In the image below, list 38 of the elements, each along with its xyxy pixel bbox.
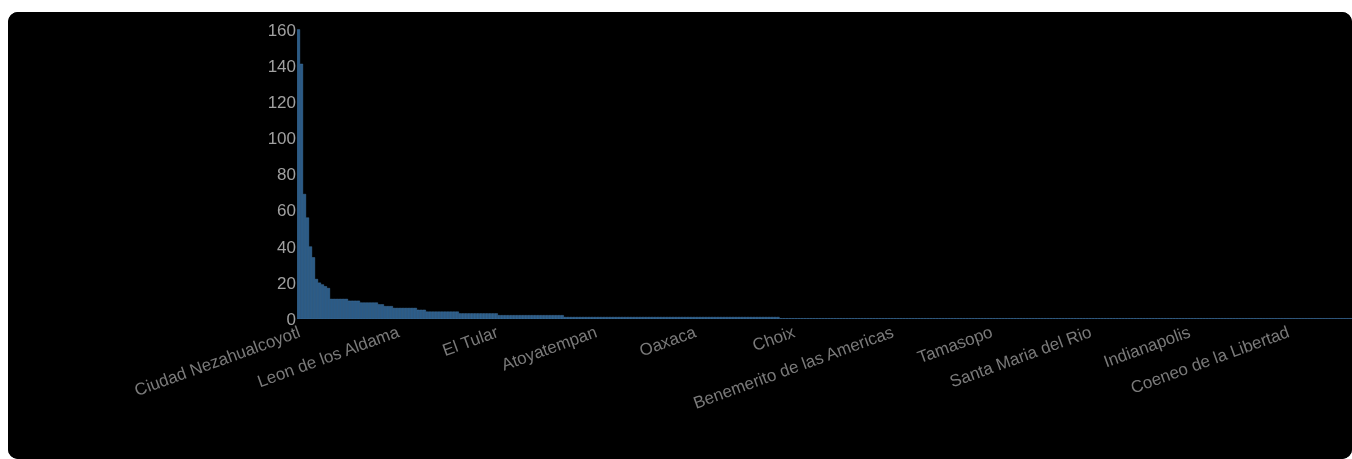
bar bbox=[509, 315, 513, 319]
bar bbox=[506, 315, 510, 319]
bar bbox=[524, 315, 528, 319]
bar bbox=[545, 315, 549, 319]
x-tick-label: Oaxaca bbox=[636, 322, 699, 361]
bar bbox=[297, 29, 301, 319]
y-tick-label: 160 bbox=[267, 20, 296, 40]
x-tick-label: Choix bbox=[749, 322, 798, 356]
bar bbox=[527, 315, 531, 319]
bar bbox=[554, 315, 558, 319]
bar bbox=[518, 315, 522, 319]
bar bbox=[542, 315, 546, 319]
y-tick-label: 60 bbox=[277, 201, 296, 221]
y-tick-label: 120 bbox=[267, 92, 296, 112]
y-tick-label: 20 bbox=[277, 273, 296, 293]
bar bbox=[548, 315, 552, 319]
bar bbox=[557, 315, 561, 319]
bar bbox=[521, 315, 525, 319]
bar bbox=[539, 315, 543, 319]
y-tick-label: 0 bbox=[286, 309, 296, 329]
bar bbox=[512, 315, 516, 319]
bar bbox=[500, 315, 504, 319]
bar bbox=[536, 315, 540, 319]
bar bbox=[458, 313, 462, 319]
bar bbox=[503, 315, 507, 319]
bar bbox=[326, 288, 330, 319]
bar bbox=[551, 315, 555, 319]
bar bbox=[530, 315, 534, 319]
bar bbox=[533, 315, 537, 319]
y-tick-label: 80 bbox=[277, 165, 296, 185]
y-tick-label: 140 bbox=[267, 56, 296, 76]
y-tick-label: 100 bbox=[267, 129, 296, 149]
bar bbox=[425, 311, 429, 319]
bar bbox=[455, 311, 459, 319]
y-tick-label: 40 bbox=[277, 237, 296, 257]
x-tick-label: El Tular bbox=[439, 322, 501, 360]
bar bbox=[515, 315, 519, 319]
bar bbox=[497, 315, 501, 319]
